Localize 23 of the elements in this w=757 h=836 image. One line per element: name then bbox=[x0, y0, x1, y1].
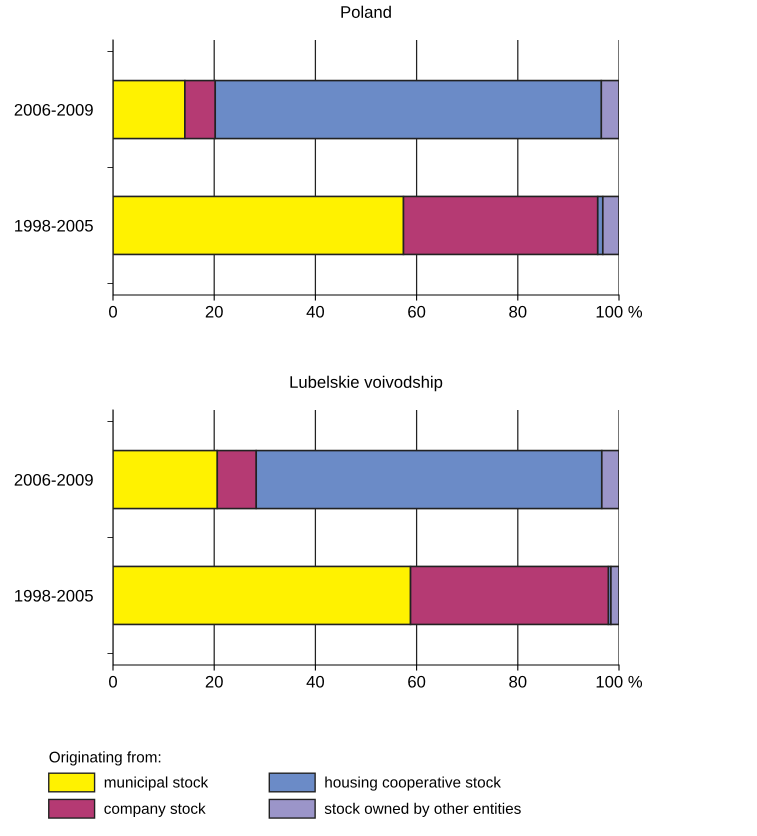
legend-title: Originating from: bbox=[49, 751, 160, 766]
x-tick-label: 20 bbox=[206, 306, 223, 318]
x-tick-label: 60 bbox=[408, 306, 426, 318]
x-tick-label: 60 bbox=[408, 676, 426, 688]
y-tick-label: 2006-2009 bbox=[14, 474, 93, 486]
y-tick-label: 1998-2005 bbox=[15, 590, 93, 602]
x-tick-label: 0 bbox=[109, 306, 117, 318]
chart-title: Lubelskie voivodship bbox=[290, 376, 442, 392]
legend-label: housing cooperative stock bbox=[325, 776, 501, 791]
x-tick-label: 40 bbox=[306, 676, 324, 688]
x-tick-label: 0 bbox=[109, 676, 117, 688]
chart-title: Poland bbox=[341, 6, 391, 18]
y-tick-label: 2006-2009 bbox=[14, 104, 93, 116]
legend-label: municipal stock bbox=[104, 776, 208, 791]
legend-label: stock owned by other entities bbox=[324, 802, 521, 817]
x-tick-label: 20 bbox=[206, 676, 223, 688]
x-tick-label: 80 bbox=[509, 306, 526, 318]
x-tick-label: 80 bbox=[509, 676, 526, 688]
x-tick-label: 40 bbox=[306, 306, 324, 318]
legend-label: company stock bbox=[104, 802, 206, 817]
x-tick-label: 100 % bbox=[596, 306, 642, 318]
y-tick-label: 1998-2005 bbox=[15, 220, 93, 232]
x-tick-label: 100 % bbox=[596, 676, 642, 688]
